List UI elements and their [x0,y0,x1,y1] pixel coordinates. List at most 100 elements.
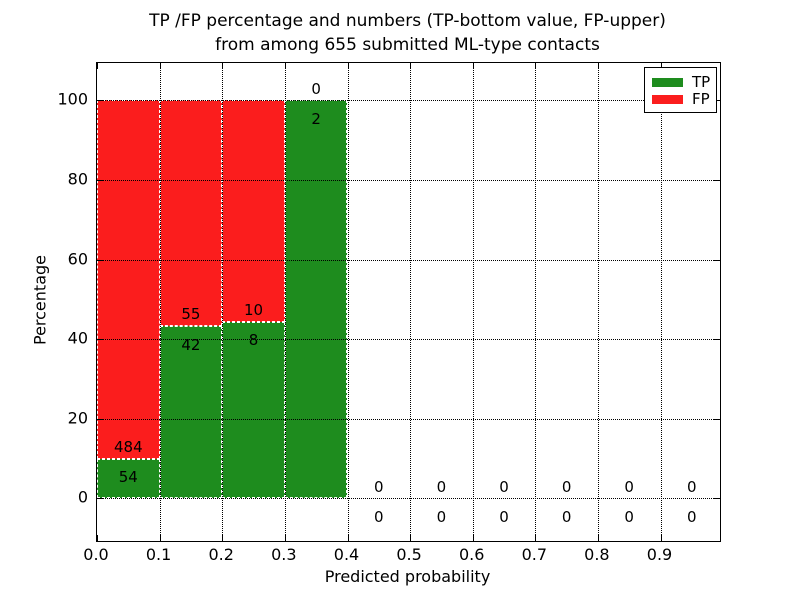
x-tick-mark [535,63,537,69]
x-tick-mark [410,63,412,69]
tp-count-label: 0 [687,508,697,527]
y-tick-mark [97,498,103,500]
fp-swatch [652,95,683,104]
tp-count-label: 0 [561,508,572,527]
fp-count-label: 0 [374,477,384,496]
y-tick-mark [714,418,720,420]
x-tick-mark [347,535,349,541]
h-gridline [97,339,720,341]
y-tick-mark [714,498,720,500]
x-tick-label: 0.2 [208,545,234,564]
legend-entry-fp: FP [652,91,716,108]
tp-count-label: 0 [374,508,384,527]
fp-count-label: 55 [181,305,201,324]
x-tick-label: 0.1 [145,545,172,564]
x-tick-mark [159,63,161,69]
fp-count-label: 0 [624,477,634,496]
h-gridline [97,100,720,102]
x-tick-mark [97,63,98,69]
x-tick-mark [410,535,412,541]
y-tick-mark [97,418,103,420]
y-tick-mark [714,100,720,102]
v-gridline [159,63,161,541]
tp-count-label: 2 [311,110,321,129]
legend-label-tp: TP [692,73,711,91]
y-tick-label: 60 [67,249,88,269]
bar-segment-tp [284,100,348,499]
y-tick-mark [97,180,103,181]
y-tick-label: 0 [77,487,88,507]
bar-segment-tp [97,458,160,499]
x-tick-label: 0.9 [646,545,673,564]
x-tick-mark [284,63,286,69]
v-gridline [472,63,474,541]
chart-title-line1: TP /FP percentage and numbers (TP-bottom… [149,11,666,31]
y-tick-mark [97,339,103,341]
tp-count-label: 0 [436,508,447,527]
tp-count-label: 8 [248,331,259,350]
y-tick-mark [714,180,720,181]
tp-swatch [652,78,683,87]
h-gridline [97,180,720,181]
x-tick-label: 0.8 [584,545,610,564]
v-gridline [410,63,412,541]
fp-count-label: 0 [436,477,447,496]
fp-count-label: 484 [113,437,143,456]
bar-segment-fp [222,100,285,322]
x-tick-label: 0.7 [521,545,548,564]
x-tick-label: 0.6 [458,545,485,564]
y-tick-mark [714,259,720,261]
x-axis-label: Predicted probability [324,567,491,586]
h-gridline [97,418,720,420]
legend-entry-tp: TP [652,74,716,91]
x-tick-mark [347,63,349,69]
x-tick-mark [222,535,224,541]
x-tick-label: 0.0 [83,545,109,564]
y-axis-label: Percentage [30,254,50,346]
tp-count-label: 0 [624,508,634,527]
x-tick-label: 0.3 [271,545,297,564]
x-tick-mark [472,63,474,69]
legend: TP FP [644,67,717,113]
y-tick-mark [714,339,720,341]
x-tick-mark [159,535,161,541]
y-tick-mark [97,259,103,261]
bar-segment-tp [159,326,223,499]
fp-count-label: 0 [687,477,697,496]
x-tick-mark [97,535,98,541]
chart-title-line2: from among 655 submitted ML-type contact… [215,35,600,55]
v-gridline [284,63,286,541]
fp-count-label: 10 [243,300,264,319]
v-gridline [222,63,224,541]
bar-segment-fp [159,100,223,327]
x-tick-mark [284,535,286,541]
h-gridline [97,498,720,500]
tp-count-label: 54 [118,468,138,487]
plot-area: TP FP 484 54 55 42 10 8 0 2 0 0 0 0 0 0 0 0 0 0 0 0 [96,62,721,542]
x-tick-mark [472,535,474,541]
v-gridline [597,63,599,541]
fp-count-label: 0 [499,477,509,496]
y-tick-label: 80 [67,169,88,189]
y-tick-label: 20 [67,408,88,428]
tp-count-label: 42 [181,335,201,354]
tp-count-label: 0 [499,508,509,527]
x-tick-mark [222,63,224,69]
legend-label-fp: FP [692,90,710,108]
h-gridline [97,259,720,261]
x-tick-mark [597,535,599,541]
x-tick-label: 0.5 [396,545,422,564]
y-tick-mark [97,100,103,102]
y-tick-label: 40 [67,328,88,348]
chart-title: TP /FP percentage and numbers (TP-bottom… [96,9,719,57]
x-tick-mark [660,63,662,69]
x-tick-mark [535,535,537,541]
x-tick-label: 0.4 [333,545,360,564]
v-gridline [660,63,662,541]
y-tick-label: 100 [57,89,88,109]
v-gridline [347,63,349,541]
x-tick-mark [660,535,662,541]
x-tick-mark [597,63,599,69]
v-gridline [535,63,537,541]
